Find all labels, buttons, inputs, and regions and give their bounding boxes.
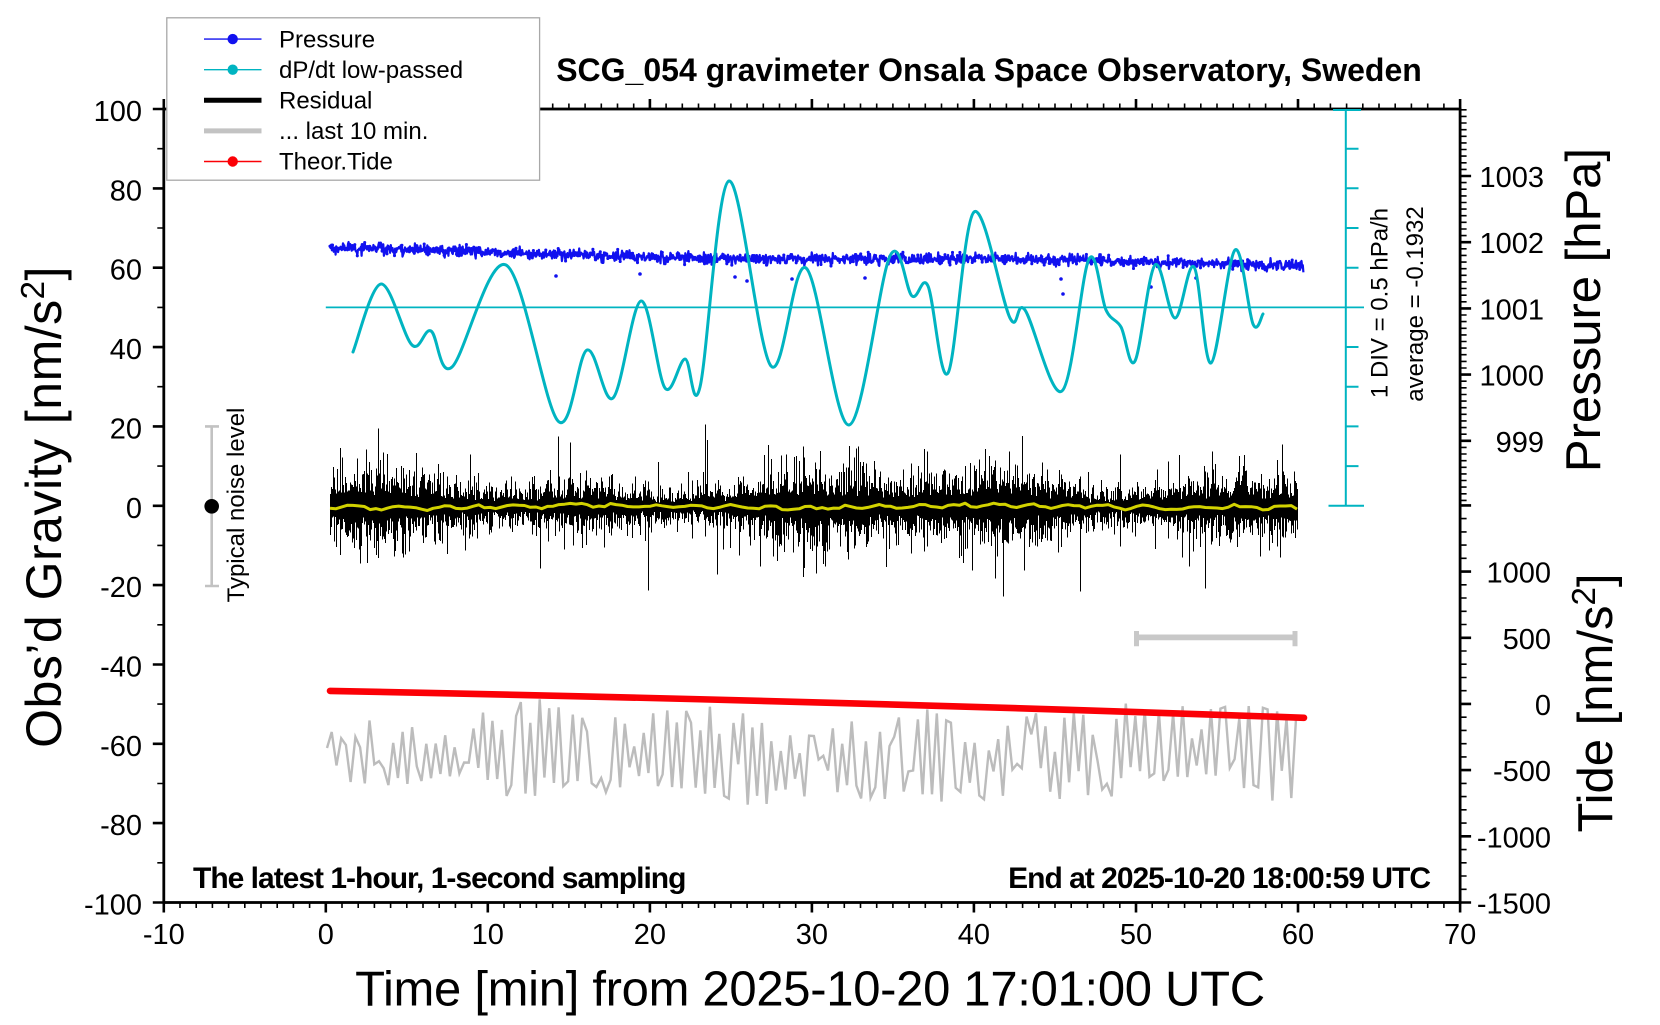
svg-text:Typical noise level: Typical noise level [223,408,250,603]
svg-text:50: 50 [1120,919,1152,951]
svg-text:-100: -100 [84,890,142,922]
svg-text:Residual: Residual [279,88,372,115]
svg-text:10: 10 [472,919,504,951]
svg-text:Pressure: Pressure [279,26,375,53]
svg-text:-500: -500 [1493,756,1551,788]
svg-text:500: 500 [1503,624,1551,656]
svg-text:1000: 1000 [1486,558,1551,590]
svg-text:30: 30 [796,919,828,951]
svg-text:-10: -10 [143,919,185,951]
svg-text:... last 10 min.: ... last 10 min. [279,118,428,145]
svg-text:80: 80 [110,175,142,207]
svg-text:40: 40 [110,334,142,366]
svg-text:60: 60 [1282,919,1314,951]
svg-text:-1000: -1000 [1477,822,1551,854]
svg-text:0: 0 [1535,690,1551,722]
svg-text:Theor.Tide: Theor.Tide [279,149,393,176]
svg-text:40: 40 [958,919,990,951]
svg-text:1001: 1001 [1479,294,1544,326]
svg-text:20: 20 [110,413,142,445]
svg-text:SCG_054 gravimeter Onsala Spac: SCG_054 gravimeter Onsala Space Observat… [556,52,1422,88]
svg-text:999: 999 [1496,427,1544,459]
svg-text:Tide [nm/s2]: Tide [nm/s2] [1565,574,1623,833]
svg-text:1000: 1000 [1479,361,1544,393]
svg-text:70: 70 [1444,919,1476,951]
svg-text:-40: -40 [100,652,142,684]
svg-text:60: 60 [110,255,142,287]
svg-text:Pressure [hPa]: Pressure [hPa] [1557,148,1611,472]
svg-text:0: 0 [318,919,334,951]
svg-text:-60: -60 [100,731,142,763]
svg-text:100: 100 [94,96,142,128]
svg-text:Obs’d Gravity [nm/s2]: Obs’d Gravity [nm/s2] [14,266,72,748]
svg-text:End at 2025-10-20 18:00:59 UTC: End at 2025-10-20 18:00:59 UTC [1008,862,1430,895]
svg-text:0: 0 [126,493,142,525]
svg-text:dP/dt low-passed: dP/dt low-passed [279,57,463,84]
svg-text:average = -0.1932: average = -0.1932 [1402,206,1429,401]
svg-text:1002: 1002 [1479,228,1544,260]
svg-text:1 DIV = 0.5 hPa/h: 1 DIV = 0.5 hPa/h [1367,208,1394,398]
svg-text:-20: -20 [100,572,142,604]
svg-text:20: 20 [634,919,666,951]
svg-text:The latest 1-hour, 1-second sa: The latest 1-hour, 1-second sampling [193,862,685,895]
svg-text:-80: -80 [100,810,142,842]
svg-text:-1500: -1500 [1477,889,1551,921]
svg-text:Time [min] from 2025-10-20 17:: Time [min] from 2025-10-20 17:01:00 UTC [355,963,1265,1017]
svg-text:1003: 1003 [1479,162,1544,194]
